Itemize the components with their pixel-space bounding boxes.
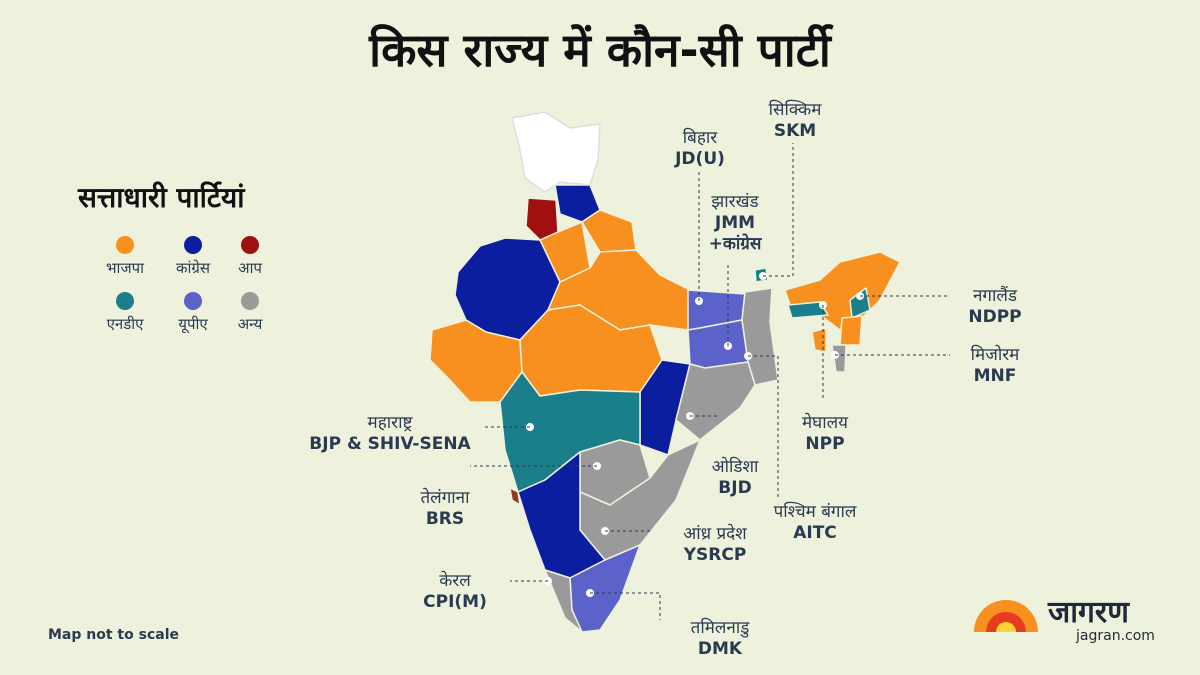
state-goa xyxy=(509,487,521,506)
callout-nagaland: नगालैंड NDPP xyxy=(968,286,1022,327)
legend-title: सत्ताधारी पार्टियां xyxy=(78,181,245,214)
legend-label: एनडीए xyxy=(106,315,144,333)
callout-jharkhand: झारखंड JMM +कांग्रेस xyxy=(708,192,762,254)
legend-label: कांग्रेस xyxy=(175,259,210,277)
callout-mizoram: मिजोरम MNF xyxy=(970,345,1020,386)
callout-bihar: बिहार JD(U) xyxy=(675,128,725,169)
state-jammu-kashmir xyxy=(511,111,601,193)
page-title: किस राज्य में कौन-सी पार्टी xyxy=(369,23,831,77)
state-tripura xyxy=(811,327,827,353)
scale-note: Map not to scale xyxy=(48,627,179,643)
legend-item-bjp: भाजपा xyxy=(85,236,165,278)
state-nagaland xyxy=(849,287,871,319)
legend-label: भाजपा xyxy=(106,259,144,277)
logo-wordmark: जागरण xyxy=(1048,595,1129,630)
callout-west-bengal: पश्चिम बंगाल AITC xyxy=(773,502,857,543)
legend-label: यूपीए xyxy=(178,315,208,333)
legend-item-others: अन्य xyxy=(210,292,290,334)
legend-label: आप xyxy=(238,259,262,277)
state-west-bengal xyxy=(741,287,779,386)
jagran-logo: जागरण jagran.com xyxy=(972,590,1172,650)
legend-item-congress: कांग्रेस xyxy=(153,236,233,278)
state-karnataka xyxy=(517,451,606,579)
callout-andhra-pradesh: आंध्र प्रदेश YSRCP xyxy=(683,524,747,565)
callout-telangana: तेलंगाना BRS xyxy=(420,488,470,529)
state-uttarakhand xyxy=(581,209,637,253)
legend-item-upa: यूपीए xyxy=(153,292,233,334)
legend-label: अन्य xyxy=(237,315,263,333)
callout-maharashtra: महाराष्ट्र BJP & SHIV-SENA xyxy=(309,413,471,454)
legend-item-nda: एनडीए xyxy=(85,292,165,334)
state-kerala xyxy=(544,569,583,633)
legend-item-aap: आप xyxy=(210,236,290,278)
callout-kerala: केरल CPI(M) xyxy=(423,571,487,612)
logo-url: jagran.com xyxy=(1076,628,1155,644)
sun-logo-icon xyxy=(974,600,1038,632)
state-meghalaya xyxy=(787,301,829,319)
state-manipur xyxy=(839,315,863,346)
state-odisha xyxy=(675,361,756,441)
callout-meghalaya: मेघालय NPP xyxy=(801,413,848,454)
callout-tamil-nadu: तमिलनाडु DMK xyxy=(690,618,750,659)
callout-lines xyxy=(470,143,950,620)
callout-sikkim: सिक्किम SKM xyxy=(768,100,822,141)
callout-odisha: ओडिशा BJD xyxy=(711,457,759,498)
